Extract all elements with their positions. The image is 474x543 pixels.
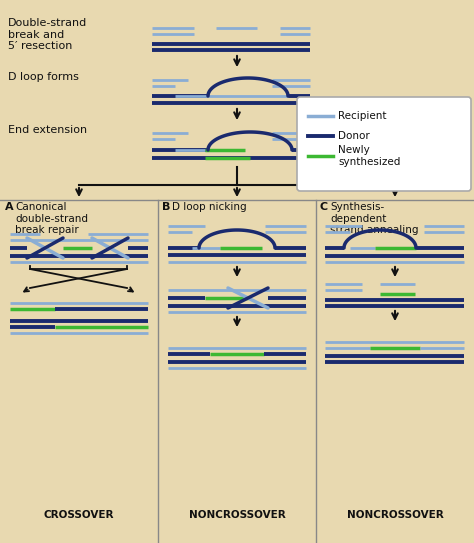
Text: Canonical
double-strand
break repair: Canonical double-strand break repair (15, 202, 88, 235)
Text: A: A (5, 202, 14, 212)
Text: NONCROSSOVER: NONCROSSOVER (346, 510, 443, 520)
FancyBboxPatch shape (297, 97, 471, 191)
Text: End extension: End extension (8, 125, 87, 135)
Text: D loop nicking: D loop nicking (172, 202, 246, 212)
Text: Newly
synthesized: Newly synthesized (338, 145, 401, 167)
Text: Recipient: Recipient (338, 111, 386, 121)
Text: D loop forms: D loop forms (8, 72, 79, 82)
Text: Double-strand
break and
5′ resection: Double-strand break and 5′ resection (8, 18, 87, 51)
Text: Donor: Donor (338, 131, 370, 141)
Text: C: C (320, 202, 328, 212)
Text: CROSSOVER: CROSSOVER (44, 510, 114, 520)
Text: Synthesis-
dependent
strand annealing: Synthesis- dependent strand annealing (330, 202, 419, 235)
Text: NONCROSSOVER: NONCROSSOVER (189, 510, 285, 520)
Text: B: B (162, 202, 170, 212)
